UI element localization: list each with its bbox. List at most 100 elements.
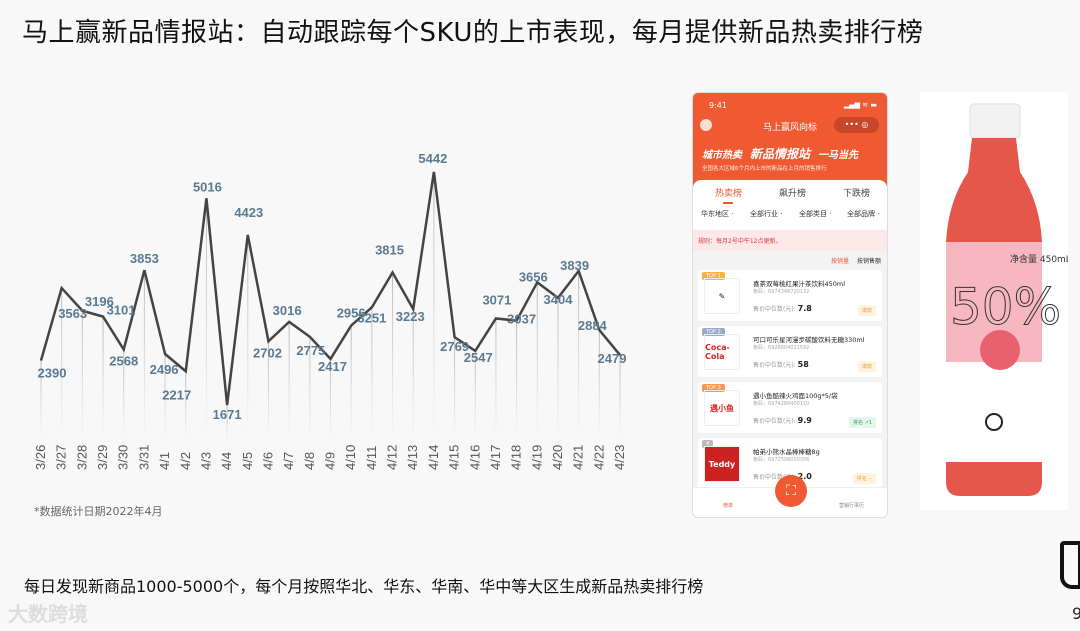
drop-line: [412, 309, 414, 440]
price-label: 售价中位数(元):: [753, 362, 798, 369]
drop-line: [495, 318, 497, 440]
rank-badge: TOP 3: [702, 384, 725, 392]
phone-mockup: 9:41 ▂▄▆ ≋ ▬ 马上赢风向标 ••• ◎ 城市热卖 新品情报站 一马当先 …: [692, 92, 888, 518]
data-label: 2217: [162, 387, 191, 402]
tab-falling[interactable]: 下跌榜: [843, 189, 871, 199]
page-number: 9: [1072, 604, 1080, 623]
filter-industry[interactable]: 全部行业 ·: [750, 210, 783, 218]
product-logo: 遇小鱼: [704, 390, 740, 426]
rule-banner: 规则：每月2号中午12点更新。: [693, 230, 887, 251]
drop-line: [205, 198, 207, 440]
product-price: 售价中位数(元): 9.9: [753, 416, 812, 425]
nav-ranking[interactable]: 榜单: [723, 503, 734, 509]
tab-rising[interactable]: 飙升榜: [779, 189, 807, 199]
price-value: 9.9: [797, 416, 812, 425]
price-label: 售价中位数(元):: [753, 474, 798, 481]
x-tick-label: 4/18: [509, 445, 524, 470]
x-tick-label: 4/20: [550, 445, 565, 470]
product-barcode: 条码：6974348720132: [753, 289, 810, 295]
drop-line: [309, 336, 311, 440]
product-logo: Coca-Cola: [704, 334, 740, 370]
x-tick-label: 3/28: [74, 445, 89, 470]
data-label: 3196: [85, 294, 114, 309]
x-tick-label: 4/16: [467, 445, 482, 470]
drop-line: [350, 325, 352, 440]
data-label: 2702: [253, 345, 282, 360]
price-value: 2.0: [797, 472, 812, 481]
scan-button[interactable]: ⛶: [775, 475, 807, 507]
price-value: 7.8: [797, 304, 812, 313]
drop-line: [536, 282, 538, 440]
filter-category[interactable]: 全部类目 ·: [799, 210, 832, 218]
sort-options: 按销量 按销售额: [693, 251, 887, 270]
data-label: 2390: [38, 366, 67, 381]
filter-brand[interactable]: 全部品牌 ·: [847, 210, 880, 218]
menu-capsule[interactable]: ••• ◎: [834, 117, 879, 133]
avatar-icon[interactable]: [700, 119, 712, 131]
drop-line: [516, 320, 518, 440]
x-tick-label: 4/7: [281, 452, 296, 470]
product-name: 喜茶双莓桃红果汁茶饮料450ml: [753, 280, 846, 288]
status-time: 9:41: [709, 101, 727, 110]
x-tick-label: 4/2: [178, 452, 193, 470]
drop-line: [371, 307, 373, 440]
tab-hot[interactable]: 热卖榜: [715, 186, 742, 204]
tab-bar: 热卖榜 飙升榜 下跌榜 华东地区 · 全部行业 · 全部类目 · 全部品牌 ·: [693, 180, 887, 230]
product-card[interactable]: 4 Teddy 帕弟小熊水晶棒棒糖8g 条码：6972598050306 售价中…: [698, 438, 882, 489]
product-price: 售价中位数(元): 7.8: [753, 304, 812, 313]
product-name: 可口可乐星河漫步碳酸饮料无糖330ml: [753, 336, 865, 344]
drop-line: [578, 271, 580, 440]
filter-region[interactable]: 华东地区 ·: [701, 210, 734, 218]
x-tick-label: 4/1: [157, 452, 172, 470]
status-icons: ▂▄▆ ≋ ▬: [843, 101, 877, 109]
sort-volume[interactable]: 按销量: [830, 258, 849, 265]
data-label: 5016: [193, 179, 222, 194]
nav-calendar[interactable]: 营销行事历: [839, 503, 865, 509]
product-card[interactable]: TOP 1 ✎ 喜茶双莓桃红果汁茶饮料450ml 条码：697434872013…: [698, 270, 882, 321]
data-label: 3563: [58, 306, 87, 321]
data-label: 3037: [507, 312, 536, 327]
x-tick-label: 4/10: [343, 445, 358, 470]
x-tick-label: 4/19: [529, 445, 544, 470]
drop-line: [102, 316, 104, 440]
drop-line: [81, 310, 83, 440]
drop-line: [330, 358, 331, 440]
x-tick-label: 3/29: [95, 445, 110, 470]
x-tick-label: 4/4: [219, 452, 234, 470]
watermark: 大数跨境: [8, 602, 88, 626]
line-chart: 2390 3/26 3563 3/27 3196 3/28 3101 3/29 2568 3/30…: [33, 151, 627, 470]
data-label: 3839: [560, 258, 589, 273]
product-card[interactable]: TOP 2 Coca-Cola 可口可乐星河漫步碳酸饮料无糖330ml 条码：6…: [698, 326, 882, 377]
rank-badge: TOP 1: [702, 272, 725, 280]
x-tick-label: 4/14: [426, 445, 441, 470]
data-label: 2496: [150, 362, 179, 377]
x-tick-label: 4/15: [447, 445, 462, 470]
x-tick-label: 4/3: [198, 452, 213, 470]
x-tick-label: 4/5: [240, 452, 255, 470]
product-barcode: 条码：6972598050306: [753, 457, 810, 463]
drop-line: [123, 349, 125, 440]
product-name: 遇小鱼酷辣火鸡面100g*5/袋: [753, 392, 838, 400]
price-label: 售价中位数(元):: [753, 306, 798, 313]
drop-line: [598, 330, 600, 440]
drop-line: [454, 337, 456, 440]
x-tick-label: 3/27: [54, 445, 69, 470]
x-tick-label: 4/17: [488, 445, 503, 470]
drop-line: [392, 272, 394, 440]
product-name: 帕弟小熊水晶棒棒糖8g: [753, 448, 820, 456]
x-tick-label: 4/6: [260, 452, 275, 470]
data-label: 2769: [440, 339, 469, 354]
product-price: 售价中位数(元): 2.0: [753, 472, 812, 481]
x-tick-label: 4/22: [591, 445, 606, 470]
drop-line: [164, 354, 166, 440]
product-card[interactable]: TOP 3 遇小鱼 遇小鱼酷辣火鸡面100g*5/袋 条码：6974286400…: [698, 382, 882, 433]
rank-badge: TOP 2: [702, 328, 725, 336]
product-tag: 爆款: [857, 361, 876, 372]
x-tick-label: 4/11: [364, 446, 379, 470]
bottle-percent: 50%: [950, 278, 1061, 336]
bottom-nav: 榜单 ⛶ 营销行事历: [693, 475, 887, 517]
banner: 城市热卖 新品情报站 一马当先: [702, 145, 858, 162]
drop-line: [185, 371, 187, 440]
sort-revenue[interactable]: 按销售额: [856, 258, 881, 265]
x-tick-label: 3/30: [116, 445, 131, 470]
